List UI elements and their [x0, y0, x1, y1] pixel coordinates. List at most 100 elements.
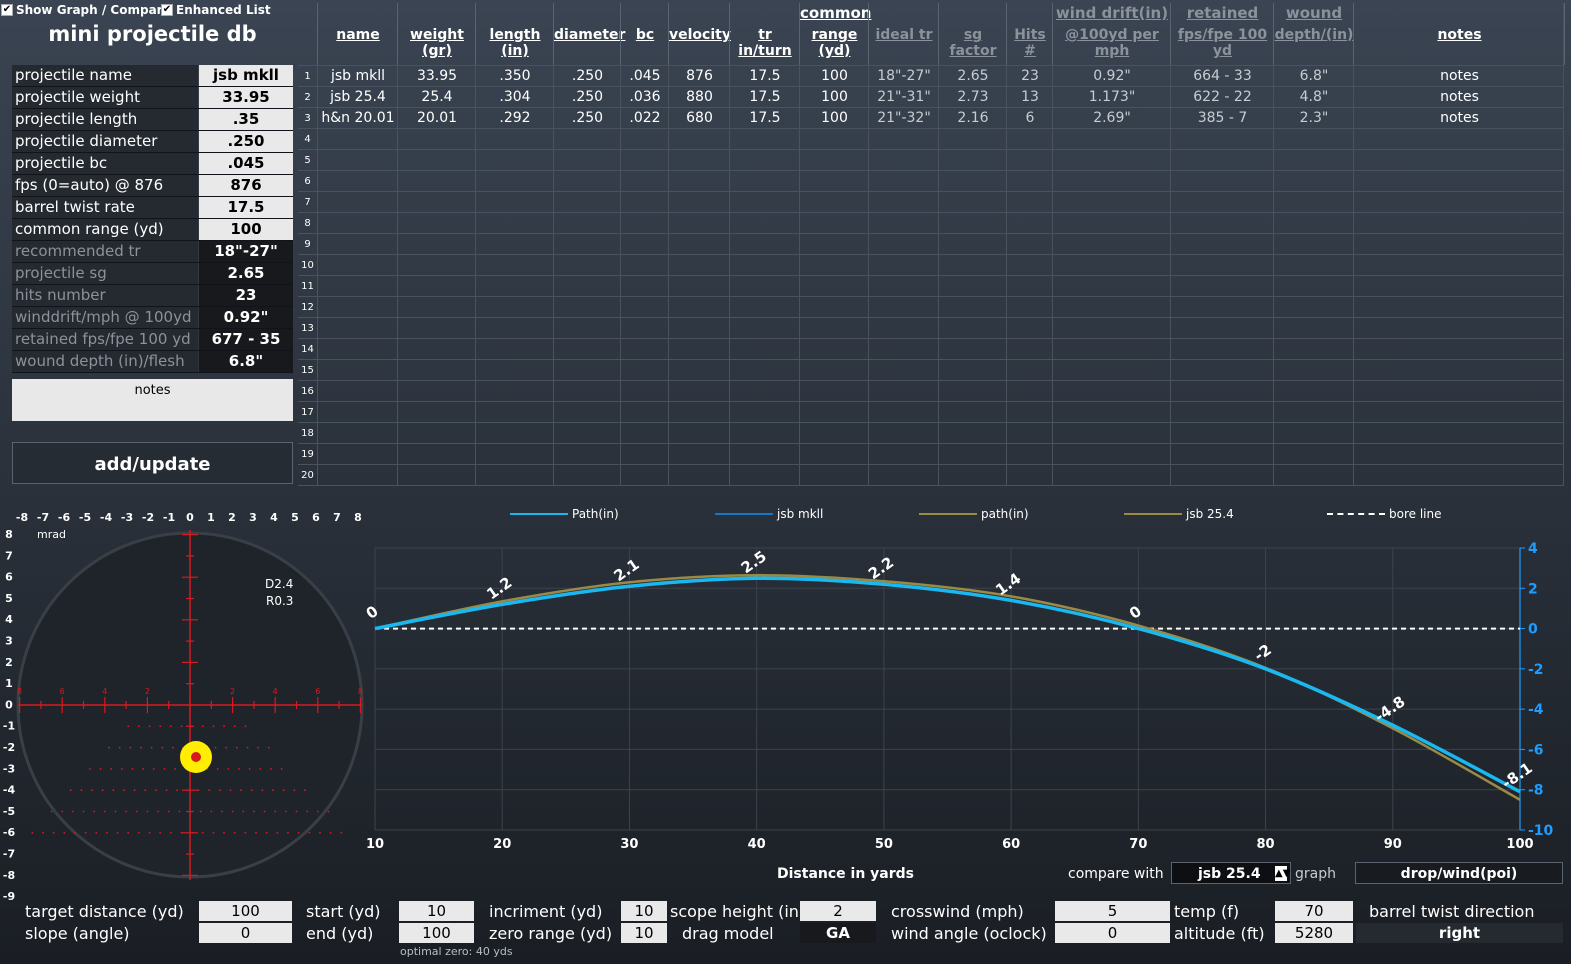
table-cell[interactable]: notes: [1353, 108, 1565, 129]
table-cell[interactable]: [1006, 171, 1053, 192]
enhanced-list-checkbox[interactable]: ✔ Enhanced List: [161, 3, 271, 17]
table-cell[interactable]: [1353, 192, 1565, 213]
table-cell[interactable]: notes: [1353, 66, 1565, 87]
table-cell[interactable]: [799, 255, 869, 276]
table-cell[interactable]: .292: [475, 108, 554, 129]
table-cell[interactable]: [729, 192, 800, 213]
table-cell[interactable]: [729, 129, 800, 150]
table-cell[interactable]: [668, 276, 730, 297]
table-cell[interactable]: [1170, 129, 1274, 150]
form-value[interactable]: 876: [199, 175, 293, 196]
table-cell[interactable]: [397, 171, 476, 192]
table-cell[interactable]: 23: [1006, 66, 1053, 87]
table-cell[interactable]: [1170, 381, 1274, 402]
table-cell[interactable]: [668, 171, 730, 192]
table-cell[interactable]: [1273, 129, 1354, 150]
table-cell[interactable]: [1052, 276, 1171, 297]
table-cell[interactable]: [397, 297, 476, 318]
table-cell[interactable]: [1170, 360, 1274, 381]
table-cell[interactable]: [868, 192, 939, 213]
table-cell[interactable]: [938, 318, 1007, 339]
table-cell[interactable]: [1006, 444, 1053, 465]
table-cell[interactable]: [317, 318, 398, 339]
table-cell[interactable]: 21"-31": [868, 87, 939, 108]
table-cell[interactable]: [938, 444, 1007, 465]
table-cell[interactable]: [1353, 318, 1565, 339]
table-cell[interactable]: [620, 339, 669, 360]
table-cell[interactable]: [1170, 318, 1274, 339]
table-cell[interactable]: [1353, 171, 1565, 192]
temp-input[interactable]: 70: [1275, 901, 1353, 921]
table-cell[interactable]: [317, 213, 398, 234]
table-cell[interactable]: [1353, 150, 1565, 171]
table-cell[interactable]: [553, 360, 621, 381]
table-cell[interactable]: [1273, 150, 1354, 171]
table-cell[interactable]: [868, 360, 939, 381]
table-cell[interactable]: .350: [475, 66, 554, 87]
table-cell[interactable]: [475, 129, 554, 150]
table-cell[interactable]: [729, 339, 800, 360]
table-cell[interactable]: [1353, 255, 1565, 276]
table-cell[interactable]: [729, 381, 800, 402]
table-cell[interactable]: [475, 381, 554, 402]
table-cell[interactable]: [668, 423, 730, 444]
table-cell[interactable]: [1273, 213, 1354, 234]
table-cell[interactable]: [1052, 465, 1171, 486]
table-row[interactable]: 9: [298, 233, 1564, 255]
table-cell[interactable]: 622 - 22: [1170, 87, 1274, 108]
column-header[interactable]: Hits #: [1006, 3, 1053, 65]
table-cell[interactable]: [475, 192, 554, 213]
table-cell[interactable]: 17.5: [729, 87, 800, 108]
table-cell[interactable]: [475, 213, 554, 234]
table-cell[interactable]: [938, 129, 1007, 150]
table-cell[interactable]: [1170, 444, 1274, 465]
form-value[interactable]: 33.95: [199, 87, 293, 108]
table-row[interactable]: 7: [298, 191, 1564, 213]
table-cell[interactable]: 13: [1006, 87, 1053, 108]
table-cell[interactable]: 18"-27": [868, 66, 939, 87]
table-cell[interactable]: 680: [668, 108, 730, 129]
table-cell[interactable]: [868, 402, 939, 423]
table-row[interactable]: 13: [298, 317, 1564, 339]
table-cell[interactable]: [553, 129, 621, 150]
table-cell[interactable]: [1006, 297, 1053, 318]
table-cell[interactable]: [668, 129, 730, 150]
column-header[interactable]: velocity: [668, 3, 731, 65]
table-cell[interactable]: [729, 171, 800, 192]
table-cell[interactable]: [317, 234, 398, 255]
table-cell[interactable]: [317, 444, 398, 465]
table-cell[interactable]: 2.73: [938, 87, 1007, 108]
table-cell[interactable]: [938, 234, 1007, 255]
table-cell[interactable]: [668, 339, 730, 360]
table-cell[interactable]: [729, 360, 800, 381]
table-cell[interactable]: [317, 360, 398, 381]
table-cell[interactable]: [668, 402, 730, 423]
table-cell[interactable]: [1006, 276, 1053, 297]
end-input[interactable]: 100: [399, 923, 474, 943]
table-cell[interactable]: [317, 339, 398, 360]
form-value[interactable]: jsb mkll: [199, 65, 293, 86]
table-cell[interactable]: [729, 150, 800, 171]
table-cell[interactable]: [729, 276, 800, 297]
table-cell[interactable]: [1353, 339, 1565, 360]
add-update-button[interactable]: add/update: [12, 442, 293, 484]
table-cell[interactable]: [1353, 234, 1565, 255]
table-cell[interactable]: 1.173": [1052, 87, 1171, 108]
table-cell[interactable]: [668, 213, 730, 234]
table-row[interactable]: 16: [298, 380, 1564, 402]
table-cell[interactable]: [1353, 297, 1565, 318]
table-cell[interactable]: [397, 402, 476, 423]
table-cell[interactable]: [868, 339, 939, 360]
table-cell[interactable]: [938, 297, 1007, 318]
table-cell[interactable]: [868, 444, 939, 465]
table-cell[interactable]: [475, 360, 554, 381]
table-cell[interactable]: [1170, 150, 1274, 171]
table-cell[interactable]: [397, 423, 476, 444]
table-row[interactable]: 19: [298, 443, 1564, 465]
table-cell[interactable]: [799, 276, 869, 297]
table-cell[interactable]: [868, 234, 939, 255]
compare-select[interactable]: jsb 25.4 ▲▼: [1171, 862, 1291, 884]
table-cell[interactable]: [1170, 171, 1274, 192]
table-cell[interactable]: [475, 234, 554, 255]
table-row[interactable]: 8: [298, 212, 1564, 234]
